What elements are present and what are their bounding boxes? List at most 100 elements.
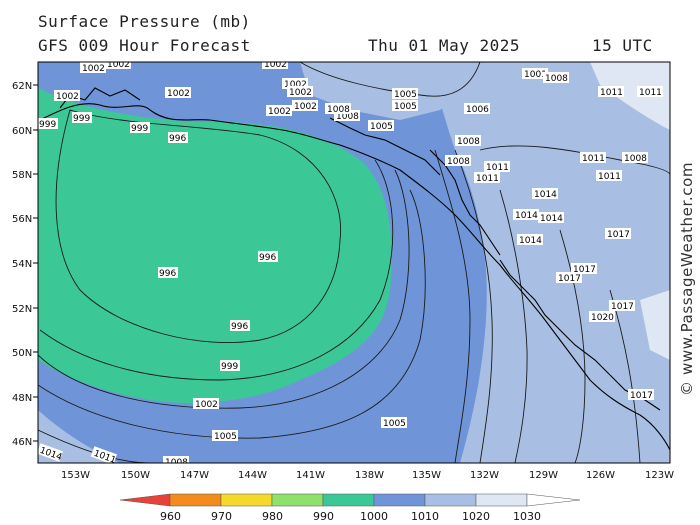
lat-label: 60N [12, 126, 32, 137]
lon-label: 126W [586, 470, 615, 481]
coastline-main [39, 103, 670, 451]
colorbar-swatch-980 [271, 493, 324, 507]
colorbar-label: 1010 [411, 510, 439, 523]
svg-text:1011: 1011 [639, 88, 662, 98]
svg-text:996: 996 [169, 134, 186, 144]
isobar-label: 1002 [287, 86, 313, 98]
isobar-label: 1008 [622, 152, 648, 164]
svg-text:1008: 1008 [457, 137, 480, 147]
svg-text:1002: 1002 [289, 88, 312, 98]
isobar-label: 1011 [484, 161, 510, 173]
isobar-label: 1005 [368, 120, 394, 132]
isobar-1005 [38, 189, 426, 439]
isobar-label: 1005 [392, 100, 418, 112]
lat-label: 46N [12, 437, 32, 448]
svg-text:1017: 1017 [607, 230, 630, 240]
svg-text:1014: 1014 [534, 190, 557, 200]
svg-text:1017: 1017 [573, 265, 596, 275]
svg-text:999: 999 [131, 124, 148, 134]
svg-text:1005: 1005 [214, 432, 237, 442]
isobar-label: 1020 [589, 311, 615, 323]
svg-text:1002: 1002 [195, 400, 218, 410]
isobar-label: 996 [158, 267, 178, 279]
svg-text:1008: 1008 [327, 105, 350, 115]
isobar-label: 1017 [605, 228, 631, 240]
svg-text:1002: 1002 [284, 80, 307, 90]
isobar-1005-north [299, 62, 481, 97]
svg-text:1008: 1008 [336, 112, 359, 122]
coastline-gulf [329, 117, 441, 176]
isobar-label: 1002 [282, 78, 308, 90]
isobar-label: 999 [38, 118, 58, 130]
forecast-model: GFS 009 Hour Forecast [38, 36, 251, 55]
map-title: Surface Pressure (mb) [38, 12, 251, 31]
lon-label: 147W [180, 470, 209, 481]
colorbar-swatch-990 [322, 493, 375, 507]
pressure-colorbar: 960 970 980 990 1000 1010 1020 1030 [119, 493, 581, 523]
lon-label: 129W [529, 470, 558, 481]
svg-text:999: 999 [39, 120, 56, 130]
isobar-1008-east [434, 149, 471, 463]
isobar-label: 1011 [637, 86, 663, 98]
isobar-label: 1017 [609, 300, 635, 312]
isobar-label: 1002 [193, 398, 219, 410]
lat-label: 50N [12, 348, 32, 359]
isobar-1017 [559, 229, 586, 463]
lat-label: 48N [12, 393, 32, 404]
isobar-label: 1014 [532, 188, 558, 200]
svg-text:1020: 1020 [591, 313, 614, 323]
isobar-label: 1017 [556, 272, 582, 284]
svg-text:1008: 1008 [545, 74, 568, 84]
pressure-band-southwest [38, 410, 120, 463]
lon-label: 150W [121, 470, 150, 481]
svg-text:1017: 1017 [558, 274, 581, 284]
isobar-label: 996 [258, 251, 278, 263]
lon-label: 135W [412, 470, 441, 481]
colorbar-label: 1000 [360, 510, 388, 523]
isobar-label: 1011 [598, 86, 624, 98]
lon-label: 132W [470, 470, 499, 481]
isobar-label: 996 [230, 320, 250, 332]
svg-text:1006: 1006 [466, 105, 489, 115]
lat-label: 52N [12, 304, 32, 315]
svg-text:1014: 1014 [540, 214, 563, 224]
isobar-label: 1017 [628, 389, 654, 401]
isobar-label: 1017 [571, 263, 597, 275]
svg-text:1002: 1002 [107, 60, 130, 70]
isobar-label: 1008 [445, 155, 471, 167]
isobar-label: 999 [220, 360, 240, 372]
svg-text:1002: 1002 [294, 102, 317, 112]
isobar-1011-north [479, 145, 670, 176]
forecast-date: Thu 01 May 2025 [368, 36, 520, 55]
isobar-label: 1006 [464, 103, 490, 115]
isobar-label: 1011 [90, 446, 117, 463]
isobar-lines [38, 62, 670, 463]
pressure-band-1020-1030-east [640, 290, 670, 360]
colorbar-swatch-lt960 [119, 493, 171, 507]
colorbar-label: 960 [160, 510, 181, 523]
colorbar-label: 1030 [513, 510, 541, 523]
pressure-band-1020-1030-north [590, 62, 670, 130]
lon-label: 141W [296, 470, 325, 481]
lon-label: 123W [645, 470, 674, 481]
isobar-label: 1014 [538, 212, 564, 224]
svg-text:996: 996 [159, 269, 176, 279]
isobar-label: 999 [130, 122, 150, 134]
svg-text:1002: 1002 [264, 60, 287, 70]
lat-label: 56N [12, 214, 32, 225]
isobar-label: 1005 [381, 417, 407, 429]
isobar-label: 1001 [522, 68, 548, 80]
colorbar-swatch-1010 [424, 493, 477, 507]
svg-text:1005: 1005 [383, 419, 406, 429]
svg-text:1002: 1002 [56, 92, 79, 102]
isobar-label: 1005 [392, 88, 418, 100]
colorbar-swatch-1000 [373, 493, 426, 507]
isobar-1011 [454, 149, 493, 463]
svg-text:1005: 1005 [370, 122, 393, 132]
svg-text:1008: 1008 [165, 458, 188, 468]
colorbar-label: 1020 [462, 510, 490, 523]
colorbar-label: 980 [262, 510, 283, 523]
isobar-1002 [38, 169, 410, 409]
colorbar-swatch-960 [169, 493, 222, 507]
